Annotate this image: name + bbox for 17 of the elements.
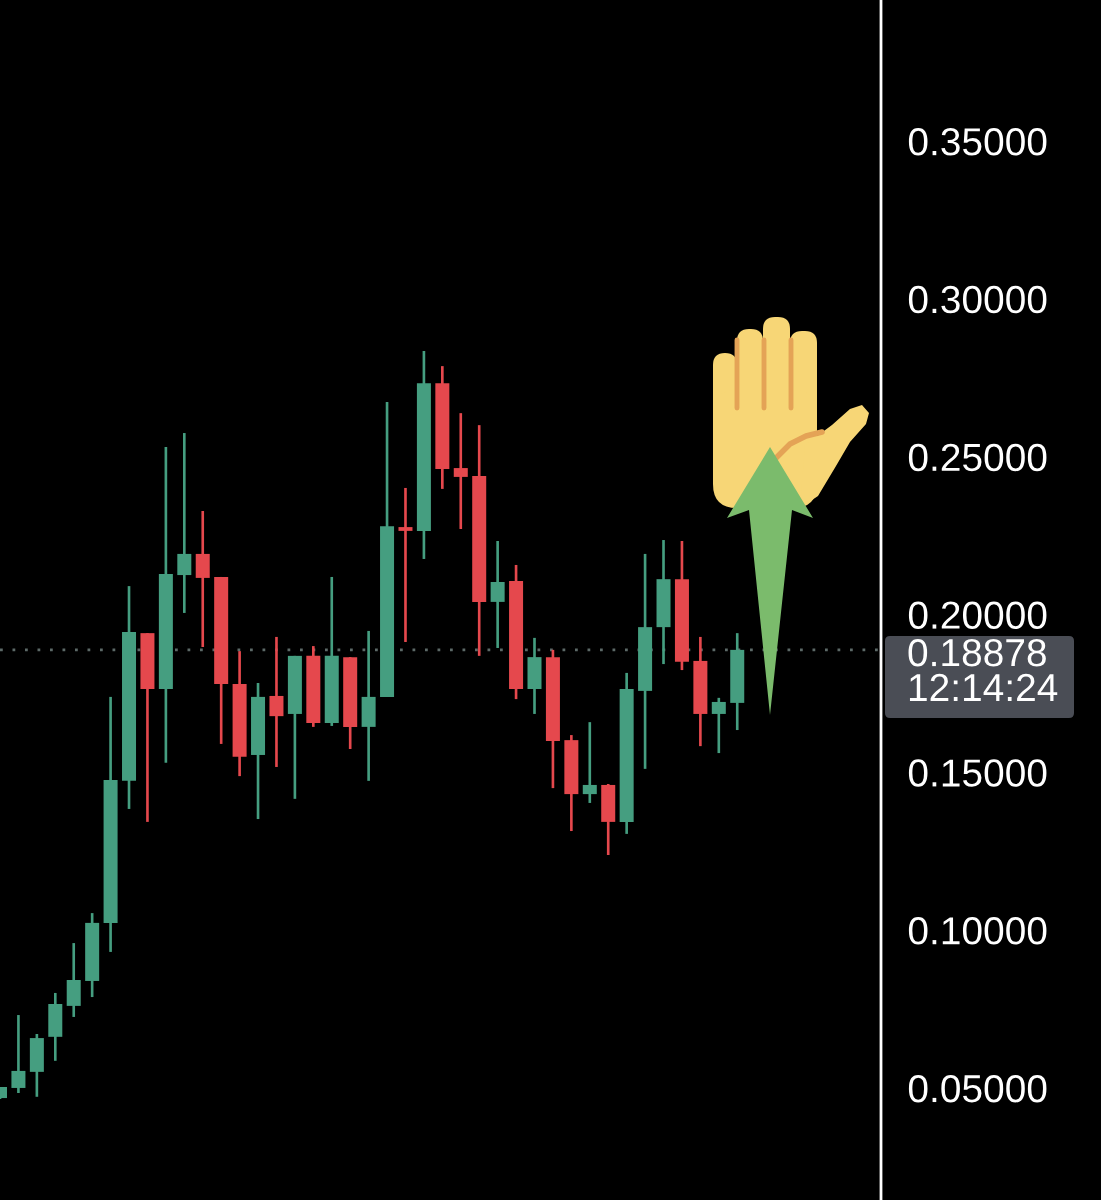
candlestick bbox=[398, 486, 413, 644]
candlestick bbox=[582, 720, 597, 805]
y-tick-label: 0.15000 bbox=[908, 759, 1047, 787]
candlestick bbox=[269, 635, 284, 769]
ref-line-label: 0.18878 12:14:24 bbox=[908, 638, 1058, 701]
y-tick-label: 0.20000 bbox=[908, 601, 1047, 629]
y-tick-label: 0.05000 bbox=[908, 1074, 1047, 1103]
y-tick-label: 0.25000 bbox=[908, 443, 1047, 472]
candlestick bbox=[177, 431, 192, 615]
y-tick-label: 0.30000 bbox=[908, 285, 1047, 314]
candlestick bbox=[711, 696, 726, 755]
candlestick bbox=[195, 509, 210, 649]
candlestick bbox=[490, 539, 505, 650]
y-tick-label: 0.35000 bbox=[908, 128, 1047, 156]
candlestick bbox=[11, 1013, 26, 1095]
candlestick bbox=[453, 411, 468, 531]
y-tick-label: 0.10000 bbox=[908, 917, 1047, 945]
